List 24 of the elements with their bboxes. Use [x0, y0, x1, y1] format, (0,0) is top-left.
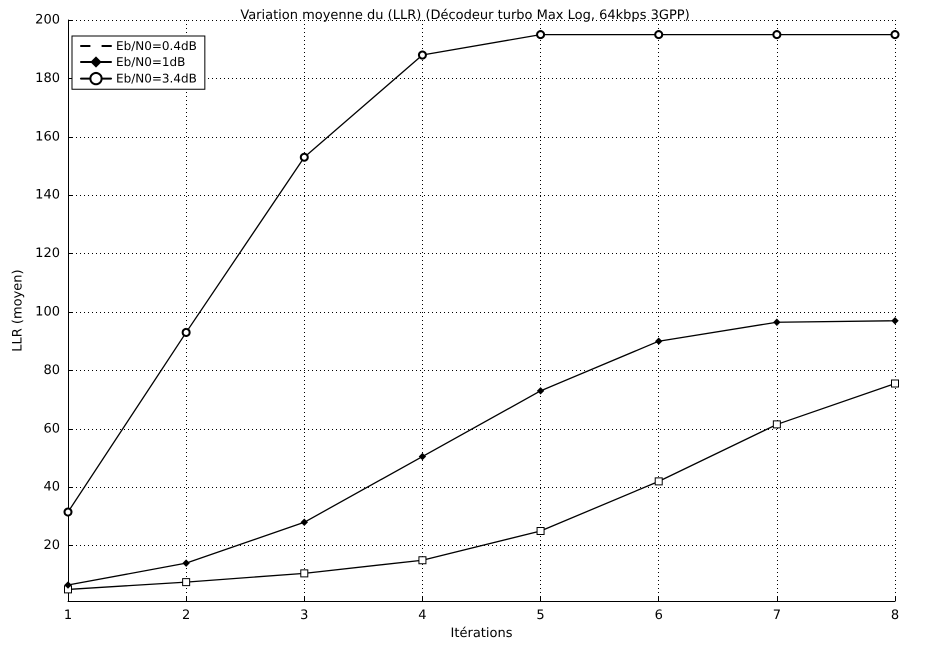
- y-axis-title: LLR (moyen): [10, 269, 26, 352]
- legend-label: Eb/N0=1dB: [116, 55, 186, 69]
- x-tick-label: 1: [64, 608, 72, 624]
- y-tick-label: 20: [43, 538, 60, 554]
- x-tick-label: 4: [418, 608, 427, 624]
- x-tick-label: 6: [654, 608, 663, 624]
- chart-title: Variation moyenne du (LLR) (Décodeur turbo Max Log, 64kbps 3GPP): [240, 8, 690, 23]
- x-axis-title: Itérations: [450, 626, 513, 641]
- legend-label: Eb/N0=3.4dB: [116, 72, 197, 86]
- y-tick-label: 120: [35, 246, 60, 262]
- x-tick-label: 8: [890, 608, 900, 624]
- y-tick-label: 40: [43, 480, 60, 495]
- x-tick-label: 5: [536, 608, 545, 624]
- y-tick-label: 200: [35, 12, 60, 28]
- legend-label: Eb/N0=0.4dB: [116, 39, 197, 53]
- x-tick-label: 2: [182, 608, 190, 624]
- y-tick-label: 100: [35, 304, 60, 320]
- y-tick-label: 80: [43, 362, 60, 378]
- y-tick-label: 60: [43, 421, 60, 436]
- x-tick-label: 3: [300, 608, 308, 624]
- y-tick-label: 140: [35, 188, 60, 203]
- x-tick-label: 7: [772, 608, 781, 624]
- y-tick-label: 160: [35, 129, 60, 144]
- y-tick-label: 180: [35, 70, 60, 86]
